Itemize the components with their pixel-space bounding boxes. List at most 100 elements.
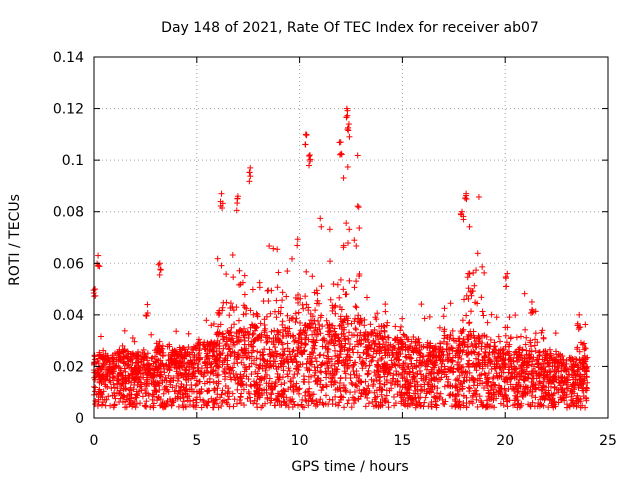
data-point — [185, 330, 192, 337]
data-point — [312, 354, 319, 361]
data-point — [389, 346, 396, 353]
data-point — [92, 286, 99, 293]
data-point — [317, 362, 324, 369]
data-point — [238, 390, 245, 397]
data-point — [576, 311, 583, 318]
data-point — [334, 366, 341, 373]
data-point — [105, 393, 112, 400]
data-point — [314, 326, 321, 333]
data-point — [364, 371, 371, 378]
y-axis-label: ROTI / TECUs — [7, 194, 23, 286]
data-point — [243, 305, 250, 312]
data-point — [342, 387, 349, 394]
data-point — [332, 338, 339, 345]
data-point — [308, 358, 315, 365]
data-point — [304, 367, 311, 374]
data-point — [253, 310, 260, 317]
data-point — [165, 363, 172, 370]
data-point — [153, 340, 160, 347]
data-point — [392, 378, 399, 385]
data-point — [352, 303, 359, 310]
data-point — [310, 391, 317, 398]
data-point — [114, 373, 121, 380]
data-point — [294, 236, 301, 243]
data-point — [397, 350, 404, 357]
data-point — [196, 345, 203, 352]
data-point — [351, 284, 358, 291]
data-point — [190, 403, 197, 410]
data-point — [149, 354, 156, 361]
data-point — [344, 126, 351, 133]
data-point — [297, 320, 304, 327]
data-point — [98, 353, 105, 360]
data-point — [415, 335, 422, 342]
data-point — [318, 387, 325, 394]
data-point — [119, 380, 126, 387]
data-point — [382, 308, 389, 315]
data-point — [317, 368, 324, 375]
data-point — [336, 294, 343, 301]
data-point — [349, 381, 356, 388]
data-point — [341, 362, 348, 369]
data-point — [178, 383, 185, 390]
data-point — [345, 124, 352, 131]
data-point — [306, 152, 313, 159]
data-point — [162, 374, 169, 381]
data-point — [156, 271, 163, 278]
data-point — [254, 348, 261, 355]
data-point — [370, 348, 377, 355]
data-point — [337, 384, 344, 391]
data-point — [348, 332, 355, 339]
data-point — [348, 404, 355, 411]
data-point — [229, 335, 236, 342]
data-point — [204, 387, 211, 394]
data-point — [373, 398, 380, 405]
data-point — [262, 334, 269, 341]
data-point — [399, 375, 406, 382]
data-point — [289, 348, 296, 355]
data-point — [254, 370, 261, 377]
data-point — [241, 347, 248, 354]
data-point — [281, 380, 288, 387]
data-point — [205, 355, 212, 362]
data-point — [262, 362, 269, 369]
data-point — [328, 362, 335, 369]
data-point — [209, 368, 216, 375]
data-point — [448, 357, 455, 364]
data-point — [342, 358, 349, 365]
data-point — [204, 402, 211, 409]
data-point — [175, 375, 182, 382]
data-point — [103, 396, 110, 403]
data-point — [381, 328, 388, 335]
data-point — [229, 251, 236, 258]
data-point — [218, 402, 225, 409]
data-point — [507, 334, 514, 341]
data-point — [335, 357, 342, 364]
data-point — [332, 347, 339, 354]
data-point — [465, 320, 472, 327]
data-point — [286, 317, 293, 324]
data-point — [279, 332, 286, 339]
data-points — [90, 105, 591, 411]
data-point — [312, 307, 319, 314]
data-point — [125, 373, 132, 380]
data-point — [224, 352, 231, 359]
data-point — [297, 295, 304, 302]
data-point — [268, 391, 275, 398]
data-point — [92, 388, 99, 395]
data-point — [222, 373, 229, 380]
data-point — [261, 400, 268, 407]
data-point — [413, 370, 420, 377]
data-point — [399, 369, 406, 376]
data-point — [157, 266, 164, 273]
data-point — [352, 325, 359, 332]
data-point — [280, 326, 287, 333]
data-point — [219, 359, 226, 366]
data-point — [246, 178, 253, 185]
data-point — [478, 371, 485, 378]
data-point — [311, 342, 318, 349]
data-point — [226, 366, 233, 373]
data-point — [314, 364, 321, 371]
data-point — [388, 385, 395, 392]
data-point — [338, 343, 345, 350]
